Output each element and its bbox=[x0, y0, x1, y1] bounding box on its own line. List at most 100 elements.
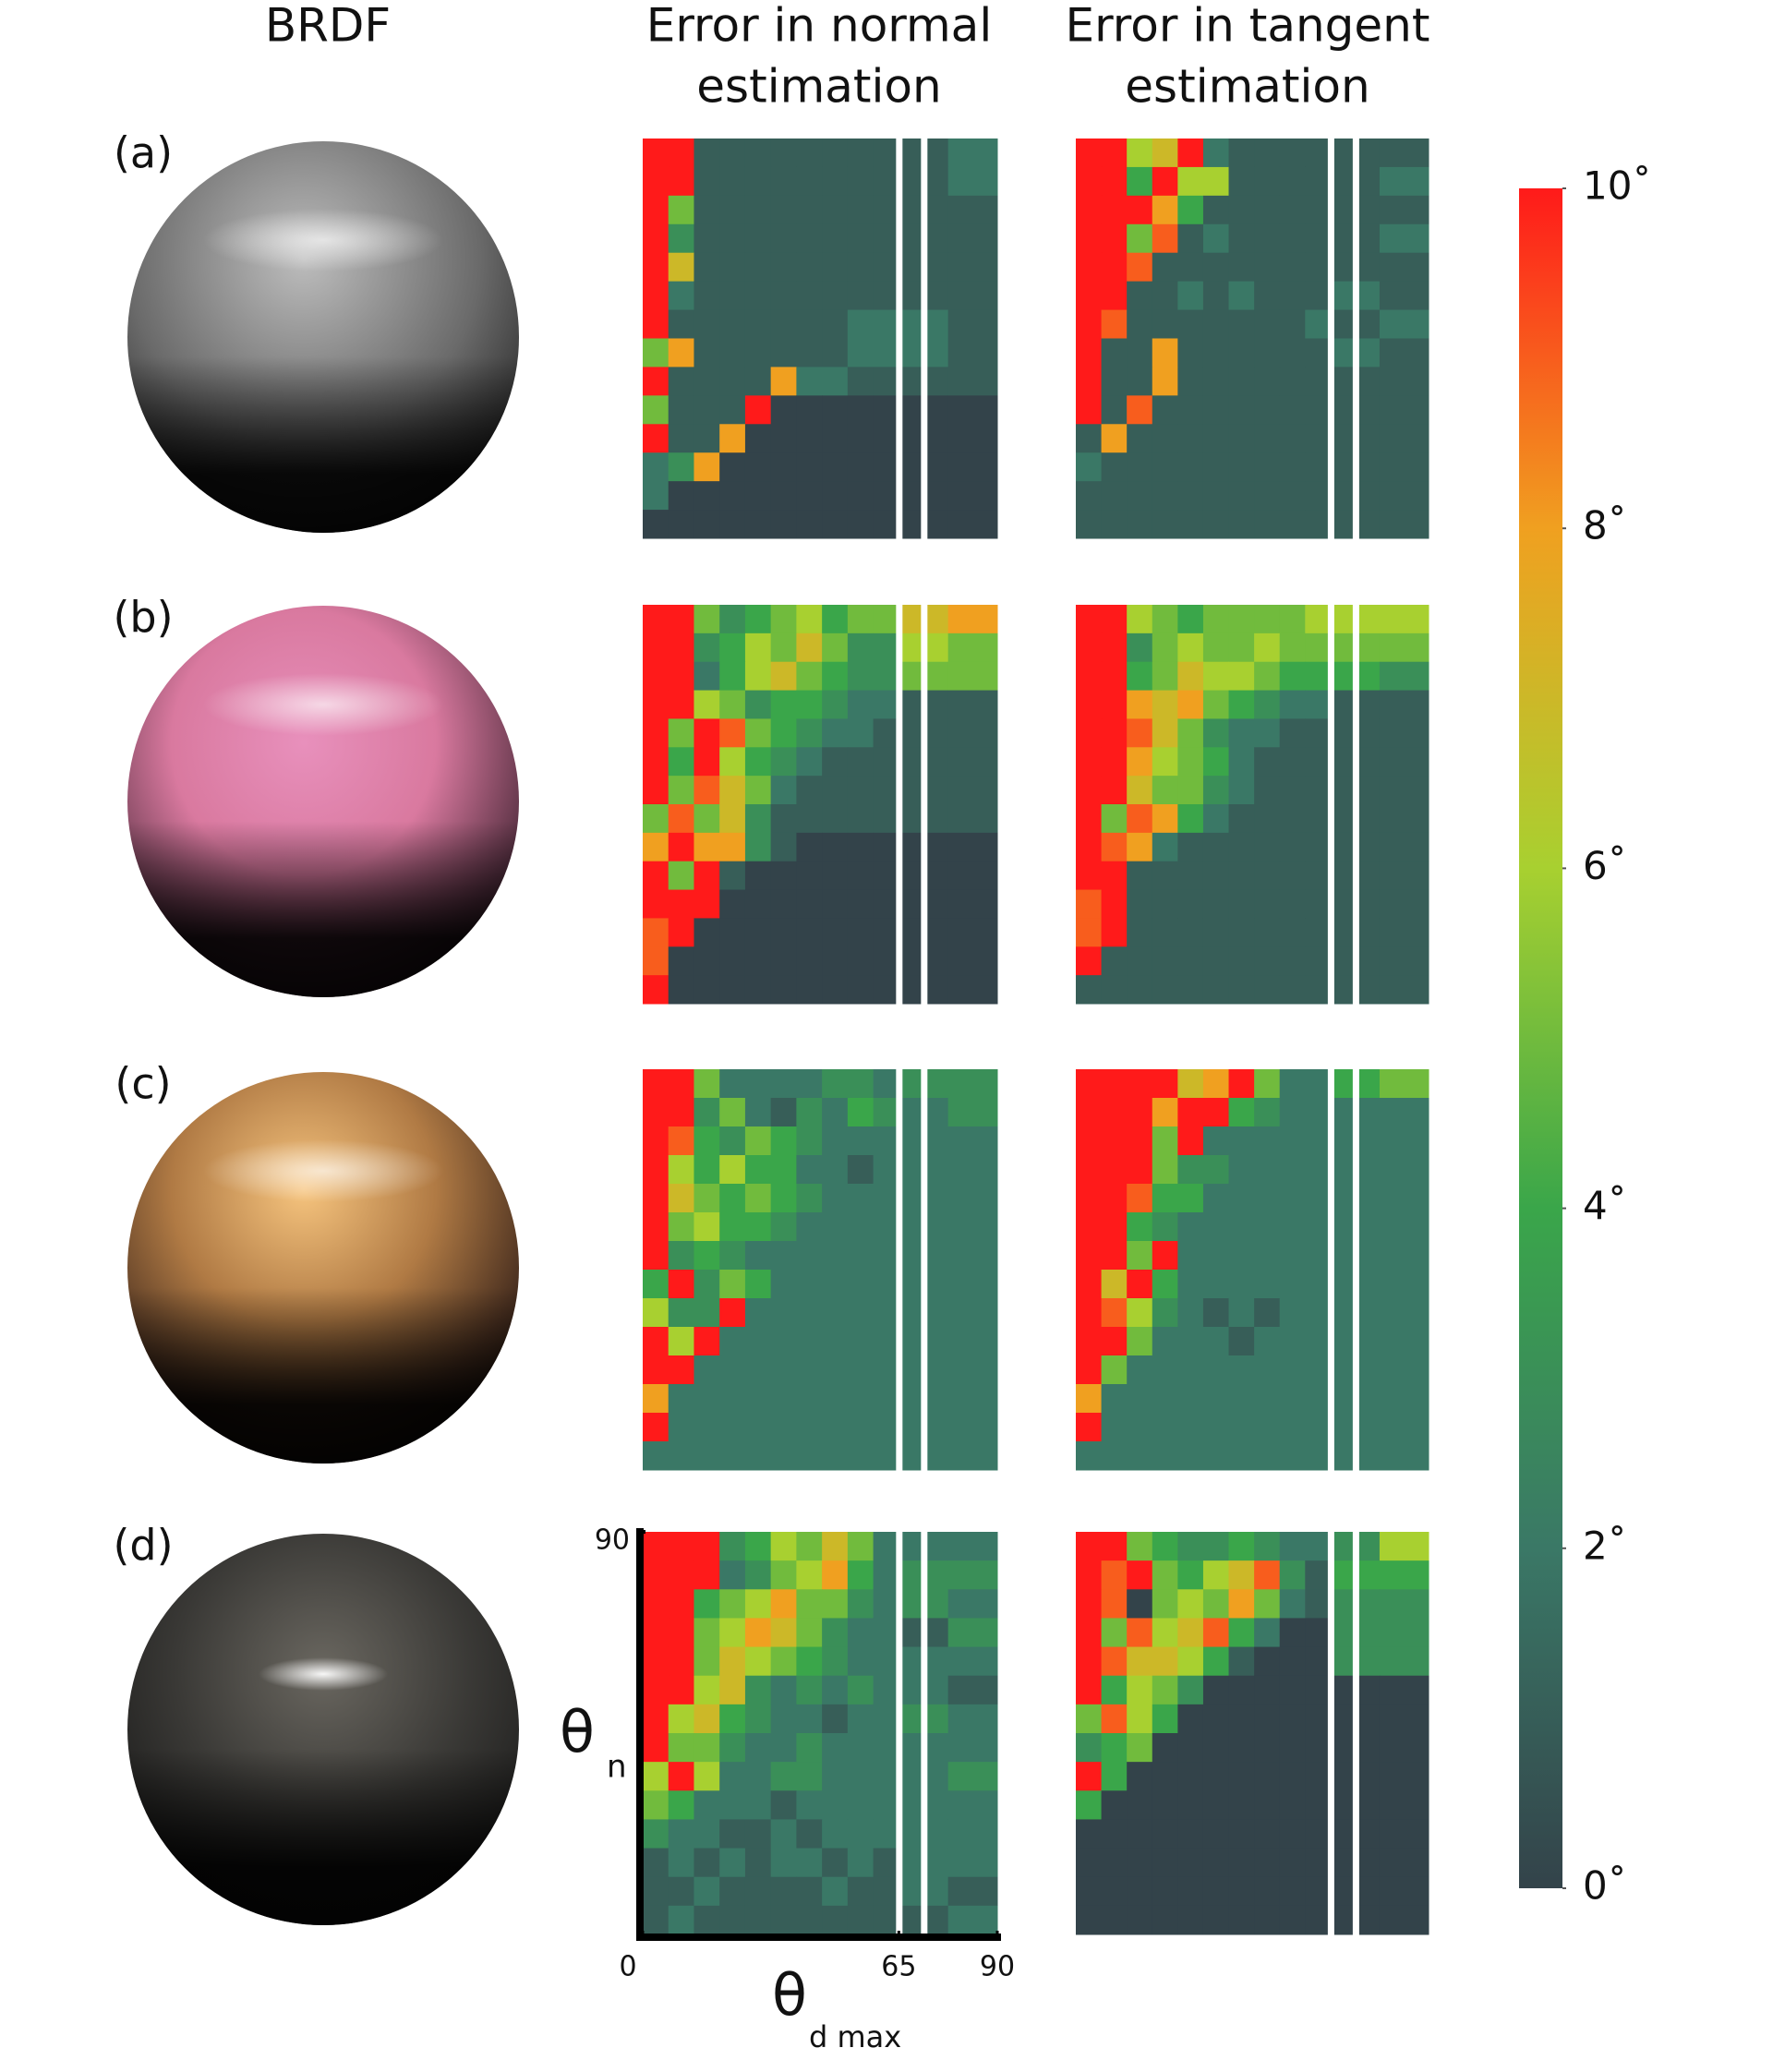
heatmap-cell bbox=[1202, 605, 1230, 634]
sphere-shadow bbox=[127, 1534, 519, 1925]
heatmap-cell bbox=[822, 166, 849, 197]
heatmap-cell bbox=[1076, 1126, 1103, 1156]
heatmap-cell bbox=[1152, 1819, 1178, 1849]
heatmap-cell bbox=[1254, 367, 1281, 396]
heatmap-cell bbox=[847, 918, 874, 947]
heatmap-cell bbox=[694, 718, 720, 748]
heatmap-cell bbox=[847, 452, 874, 482]
heatmap-cell bbox=[1177, 1819, 1204, 1849]
heatmap-cell bbox=[668, 1270, 694, 1299]
heatmap-cell bbox=[1202, 1704, 1230, 1734]
heatmap-cell bbox=[822, 1589, 849, 1619]
heatmap-cell bbox=[1152, 747, 1178, 777]
heatmap-cell bbox=[1379, 690, 1429, 719]
heatmap-cell bbox=[770, 452, 797, 482]
heatmap-cell bbox=[796, 510, 823, 539]
heatmap-cell bbox=[822, 1241, 849, 1271]
heatmap-cell bbox=[947, 632, 998, 663]
heatmap-cell bbox=[947, 832, 998, 862]
heatmap-cell bbox=[1305, 1413, 1332, 1442]
heatmap-cell bbox=[1177, 1733, 1204, 1763]
heatmap-cell bbox=[1279, 632, 1306, 663]
heatmap-cell bbox=[1279, 1675, 1306, 1705]
heatmap-cell bbox=[643, 776, 669, 805]
heatmap-cell bbox=[947, 1762, 998, 1791]
heatmap-cell bbox=[770, 632, 797, 663]
heatmap-cell bbox=[694, 1126, 720, 1156]
heatmap-cell bbox=[1177, 1848, 1204, 1878]
heatmap-cell bbox=[1228, 452, 1255, 482]
heatmap-cell bbox=[1076, 1819, 1103, 1849]
y-axis-subscript: n bbox=[607, 1749, 627, 1786]
heatmap-cell bbox=[1202, 776, 1230, 805]
heatmap-cell bbox=[1254, 252, 1281, 283]
heatmap-cell bbox=[1254, 1905, 1281, 1935]
heatmap-cell bbox=[1379, 367, 1429, 396]
heatmap-cell bbox=[1076, 946, 1103, 976]
heatmap-cell bbox=[643, 1126, 669, 1156]
heatmap-cell bbox=[744, 1762, 772, 1791]
heatmap-cell bbox=[1228, 946, 1255, 976]
heatmap-cell bbox=[947, 1413, 998, 1442]
heatmap-cell bbox=[847, 1848, 874, 1878]
heatmap-cell bbox=[744, 481, 772, 511]
heatmap-cell bbox=[1379, 1327, 1429, 1356]
heatmap-cell bbox=[1101, 1184, 1128, 1213]
heatmap-cell bbox=[1379, 1298, 1429, 1328]
heatmap-cell bbox=[744, 1675, 772, 1705]
heatmap-cell bbox=[1305, 1069, 1332, 1099]
heatmap-cell bbox=[1152, 1762, 1178, 1791]
heatmap-cell bbox=[1127, 1327, 1153, 1356]
heatmap-cell bbox=[770, 975, 797, 1005]
heatmap-cell bbox=[1152, 223, 1178, 254]
heatmap-cell bbox=[1279, 1532, 1306, 1561]
heatmap-cell bbox=[719, 481, 746, 511]
heatmap-cell bbox=[796, 1184, 823, 1213]
heatmap-cell bbox=[822, 632, 849, 663]
heatmap-cell bbox=[1101, 1241, 1128, 1271]
heatmap-cell bbox=[1228, 889, 1255, 919]
heatmap-cell bbox=[947, 1298, 998, 1328]
heatmap-cell bbox=[1127, 395, 1153, 425]
heatmap-cell bbox=[719, 1355, 746, 1385]
heatmap-cell bbox=[1254, 1790, 1281, 1820]
heatmap-cell bbox=[1177, 195, 1204, 225]
heatmap-cell bbox=[873, 281, 899, 311]
heatmap-cell bbox=[1101, 1126, 1128, 1156]
heatmap-cell bbox=[1228, 718, 1255, 748]
heatmap-cell bbox=[719, 1098, 746, 1127]
colorbar-tick-label: 0˚ bbox=[1583, 1863, 1627, 1909]
heatmap-cell bbox=[1101, 1098, 1128, 1127]
heatmap-cell bbox=[1379, 946, 1429, 976]
heatmap-cell bbox=[1076, 1184, 1103, 1213]
heatmap-cell bbox=[1101, 1819, 1128, 1849]
heatmap-cell bbox=[668, 861, 694, 891]
heatmap-cell bbox=[1202, 661, 1230, 692]
heatmap-cell bbox=[1279, 309, 1306, 339]
heatmap-cell bbox=[796, 1876, 823, 1907]
heatmap-cell bbox=[1305, 1212, 1332, 1242]
heatmap-cell bbox=[719, 1646, 746, 1677]
heatmap-cell bbox=[744, 510, 772, 539]
heatmap-cell bbox=[694, 1876, 720, 1907]
heatmap-cell bbox=[822, 718, 849, 748]
heatmap-cell bbox=[796, 918, 823, 947]
heatmap-cell bbox=[1279, 718, 1306, 748]
heatmap-cell bbox=[1254, 804, 1281, 834]
heatmap-cell bbox=[1279, 1618, 1306, 1648]
heatmap-cell bbox=[873, 166, 899, 197]
heatmap-cell bbox=[694, 861, 720, 891]
heatmap-cell bbox=[643, 832, 669, 862]
heatmap-cell bbox=[847, 1355, 874, 1385]
heatmap-cell bbox=[1177, 1790, 1204, 1820]
heatmap-cell bbox=[770, 1819, 797, 1849]
heatmap-cell bbox=[1101, 1848, 1128, 1878]
heatmap-cell bbox=[744, 281, 772, 311]
heatmap-cell bbox=[1279, 1241, 1306, 1271]
heatmap-cell bbox=[947, 481, 998, 511]
heatmap-cell bbox=[719, 1384, 746, 1414]
heatmap-cell bbox=[1379, 1212, 1429, 1242]
heatmap-cell bbox=[1379, 1618, 1429, 1648]
heatmap-cell bbox=[1379, 1355, 1429, 1385]
